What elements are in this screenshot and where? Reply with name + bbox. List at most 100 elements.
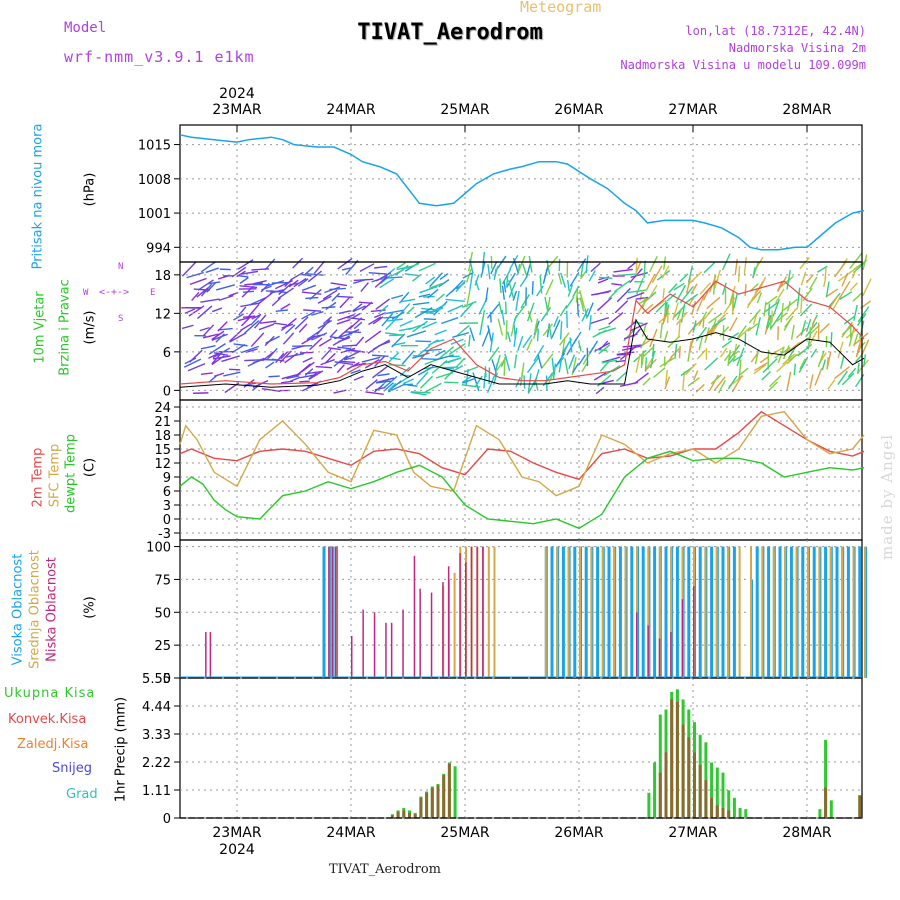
wind-barb [753, 364, 767, 375]
precip-bar-convective [715, 805, 719, 818]
wind-barb [425, 276, 436, 285]
wind-barb [630, 272, 648, 279]
wind-barb [709, 374, 719, 391]
wind-barb [633, 372, 649, 385]
wind-barb [567, 284, 574, 297]
wind-barb [684, 293, 699, 304]
precip-bar-total [824, 739, 828, 818]
model-name: wrf-nmm_v3.9.1 e1km [64, 48, 255, 66]
wind-barb [774, 347, 791, 359]
wind-barb [376, 272, 392, 282]
wind-barb [379, 304, 389, 313]
wind-barb [641, 350, 645, 365]
wind-barb [834, 262, 846, 278]
wind-barb [410, 391, 431, 394]
model-elevation-label: Nadmorska Visina u modelu 109.099m [620, 58, 866, 72]
wind-barb [499, 278, 502, 294]
wind-barb [352, 305, 366, 313]
wind-gust-line [179, 280, 865, 385]
precip-bar-convective [858, 795, 862, 818]
wind-barb [339, 296, 351, 309]
wind-barb [698, 311, 708, 327]
wind-barb [421, 321, 437, 329]
wind-barb [465, 369, 469, 387]
precip-bar-total [647, 792, 651, 818]
wind-barb [472, 372, 480, 392]
wind-barb [258, 292, 273, 304]
wind-barb [217, 321, 228, 332]
wind-barb [244, 359, 262, 362]
meteogram-label: Meteogram [520, 0, 602, 16]
wind-barb [823, 277, 827, 288]
wind-barb [782, 353, 796, 365]
wind-barb [765, 295, 778, 306]
cloud-bar-low [331, 546, 334, 678]
cloud-bar-low [681, 599, 684, 678]
temp-label-dew: dewpt Temp [63, 434, 79, 514]
wind-barb [783, 318, 792, 331]
wind-barb [241, 270, 259, 275]
cloud-bar-low [209, 632, 212, 678]
cloud-bar-low [459, 553, 461, 678]
cloud-bar-mid [738, 546, 741, 678]
wind-barb [590, 262, 601, 273]
wind-barb [693, 318, 703, 328]
wind-barb [613, 268, 633, 273]
precip-frame [179, 677, 863, 819]
wind-barb [343, 350, 362, 360]
wind-barb [213, 352, 229, 356]
wind-barb [338, 310, 351, 315]
wind-barb [799, 303, 813, 317]
wind-barb [643, 260, 646, 279]
wind-barb [359, 263, 375, 272]
wind-barb [693, 370, 699, 381]
wind-barb [652, 367, 666, 378]
wind-barb [339, 360, 356, 364]
wind-barb [510, 323, 515, 337]
cloud-bar-high [322, 546, 326, 678]
wind-barb [399, 298, 416, 303]
cloud-bar-low [328, 546, 330, 678]
wind-barb [504, 301, 507, 315]
wind-barb [343, 356, 355, 361]
wind-barb [399, 319, 413, 327]
wind-barb [474, 274, 480, 286]
wind-barb [291, 344, 306, 350]
wind-barb [376, 377, 395, 384]
wind-barb [663, 256, 667, 270]
wind-barb [597, 327, 616, 335]
wind-barb [218, 294, 234, 302]
wind-barb [440, 317, 459, 325]
cloud-unit: (%) [82, 596, 98, 619]
wind-barb [368, 271, 388, 275]
wind-barb [282, 332, 295, 345]
wind-barb [280, 303, 291, 311]
wind-barb [498, 301, 503, 315]
wind-barb [576, 296, 580, 317]
wind-barb [759, 356, 770, 364]
wind-barb [522, 334, 533, 349]
wind-barb [765, 314, 772, 328]
wind-barb [365, 379, 378, 390]
wind-barb [487, 325, 493, 344]
wind-barb [469, 271, 474, 289]
wind-barb [614, 300, 629, 314]
cloud-bar-high [858, 546, 862, 678]
wind-barb [785, 306, 799, 321]
wind-barb [649, 284, 658, 298]
precip-bar-total [818, 809, 822, 818]
wind-barb [616, 351, 635, 356]
wind-barb [391, 333, 406, 348]
cloud-bar-high [801, 546, 805, 678]
wind-barb [333, 389, 347, 394]
wind-barb [419, 285, 438, 294]
wind-barb [406, 330, 427, 338]
wind-barb [401, 350, 415, 365]
wind-barb [353, 375, 364, 381]
wind-barb [551, 319, 561, 339]
temp-ytick-label: 24 [154, 401, 171, 416]
wind-barb [387, 318, 403, 322]
wind-barb [229, 332, 247, 343]
wind-barb [205, 267, 219, 274]
wind-barb [298, 323, 308, 333]
